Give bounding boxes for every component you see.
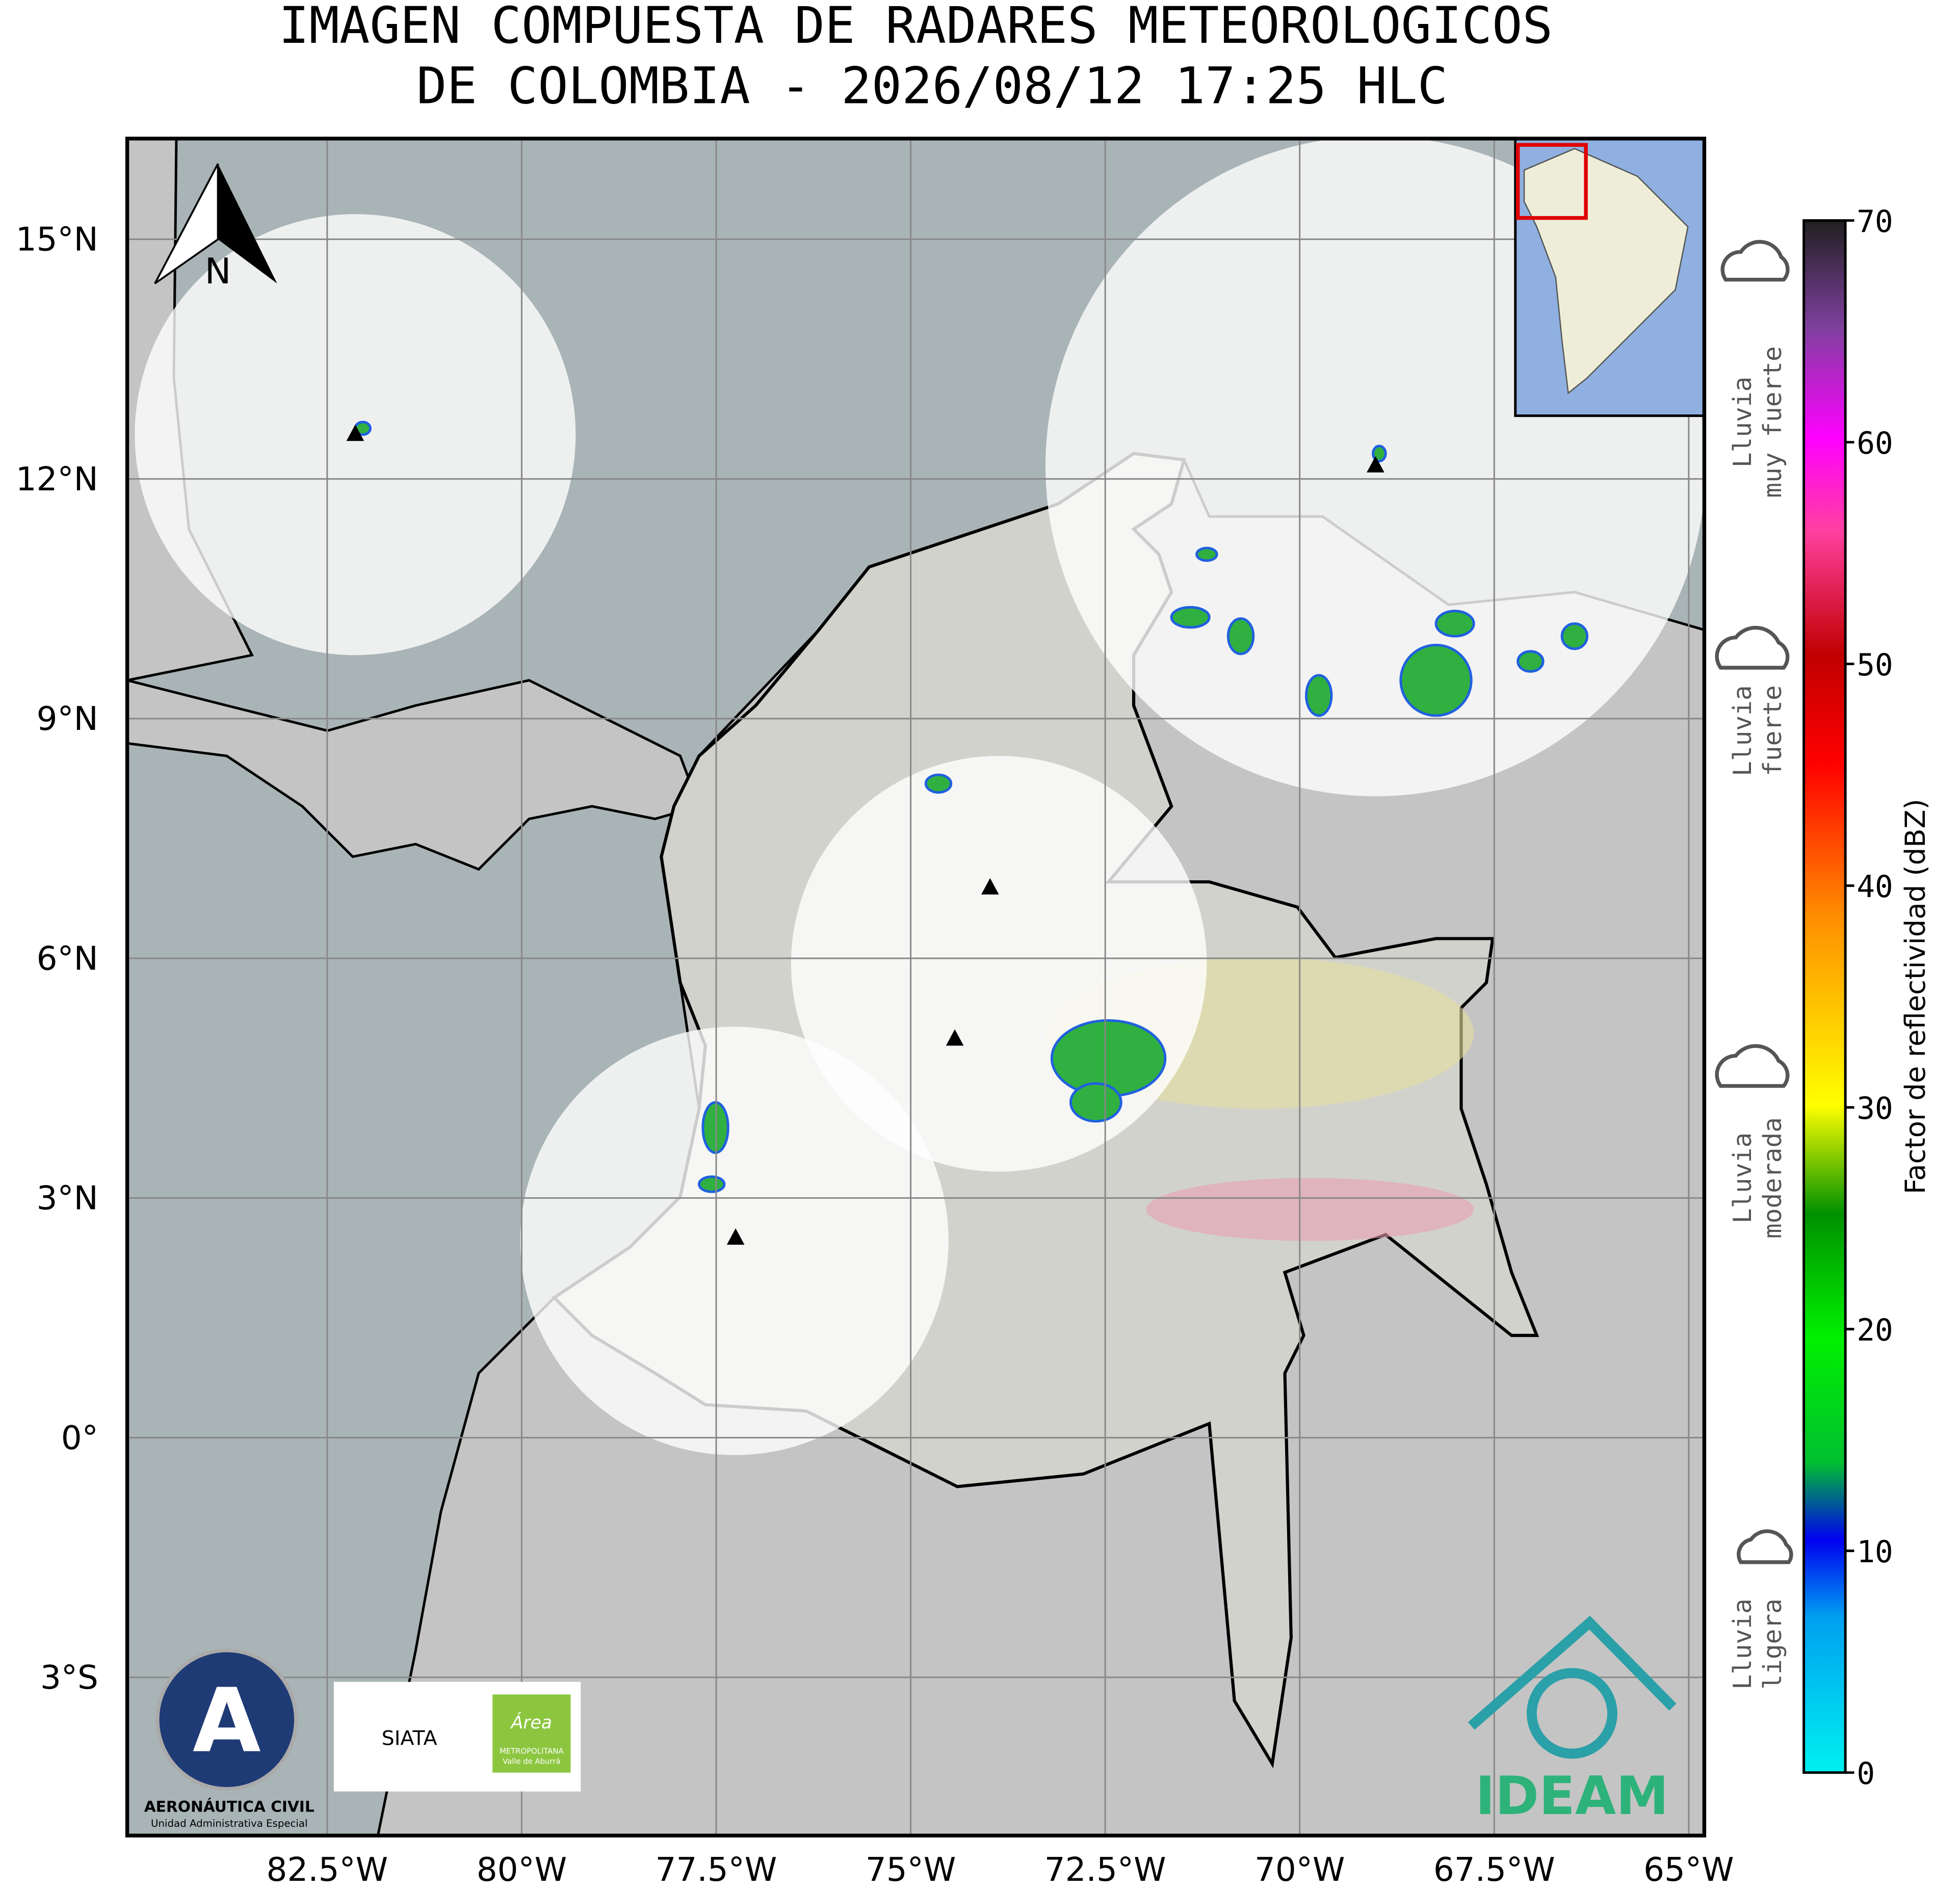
title-line-2: DE COLOMBIA - 2026/08/12 17:25 HLC — [416, 57, 1448, 116]
colorbar-tick-label: 0 — [1857, 1756, 1875, 1791]
lat-tick-label: 9°N — [37, 700, 98, 738]
radar-sites — [346, 424, 1384, 1245]
lat-tick-label: 15°N — [16, 221, 98, 259]
rain-level-label: Lluvia — [1728, 685, 1757, 776]
ideam-logo: IDEAM — [1475, 1766, 1668, 1827]
colorbar-tick-label: 50 — [1857, 647, 1893, 682]
lat-tick-label: 12°N — [16, 460, 98, 498]
precipitation — [354, 421, 1589, 1193]
inset-extent — [1515, 143, 1588, 220]
land — [127, 679, 701, 871]
colorbar — [1802, 219, 1847, 1774]
rain-level-label: fuerte — [1758, 685, 1787, 776]
rain-level-label: Lluvia — [1728, 1133, 1757, 1224]
colorbar-label: Factor de reflectividad (dBZ) — [1899, 799, 1931, 1194]
title-line-1: IMAGEN COMPUESTA DE RADARES METEOROLOGIC… — [279, 0, 1553, 55]
rain-icon — [1720, 240, 1790, 282]
lon-tick-label: 80°W — [477, 1851, 567, 1889]
rain-level-label: Lluvia — [1728, 377, 1757, 468]
north-arrow: N — [154, 163, 277, 292]
lon-tick-label: 75°W — [866, 1851, 956, 1889]
colorbar-tick-label: 70 — [1857, 204, 1893, 239]
aerocivil-mark: A — [193, 1669, 261, 1772]
ideam-roof — [1468, 1615, 1677, 1730]
rain-level-label: muy fuerte — [1758, 346, 1787, 497]
map: N A AERONÁUTICA CIVIL Unidad Administrat… — [127, 138, 1705, 1836]
lon-tick-label: 67.5°W — [1433, 1851, 1555, 1889]
lon-tick-label: 77.5°W — [656, 1851, 777, 1889]
colorbar-tick-label: 20 — [1857, 1312, 1893, 1348]
grid — [127, 138, 1705, 1836]
rain-level-label: ligera — [1758, 1598, 1787, 1690]
colorbar-tick-label: 30 — [1857, 1091, 1893, 1126]
rain-icon — [1715, 1044, 1790, 1088]
lat-tick-label: 0° — [61, 1419, 98, 1457]
lon-tick-label: 72.5°W — [1044, 1851, 1166, 1889]
region-shade — [1146, 1178, 1474, 1241]
colorbar-tick-label: 60 — [1857, 426, 1893, 461]
lat-tick-label: 3°S — [40, 1659, 98, 1697]
inset-land — [1523, 148, 1689, 395]
aerocivil-name: AERONÁUTICA CIVIL — [144, 1797, 315, 1815]
aerocivil-sub: Unidad Administrativa Especial — [151, 1818, 308, 1829]
rain-level-label: Lluvia — [1728, 1598, 1757, 1690]
siata-logo: SIATA — [382, 1726, 437, 1750]
aerocivil-logo — [155, 1648, 298, 1791]
lon-tick-label: 82.5°W — [266, 1851, 388, 1889]
ideam-swirl — [1526, 1668, 1617, 1759]
north-label: N — [205, 251, 231, 292]
lon-tick-label: 65°W — [1643, 1851, 1734, 1889]
colorbar-tick-label: 10 — [1857, 1534, 1893, 1569]
area-logo — [492, 1694, 571, 1773]
map-frame — [125, 137, 1707, 1837]
rain-icon — [1737, 1529, 1793, 1564]
colorbar-tick-label: 40 — [1857, 869, 1893, 904]
area-logo-text: Valle de Aburrá — [503, 1757, 560, 1766]
lat-tick-label: 3°N — [37, 1179, 98, 1218]
rain-level-label: moderada — [1758, 1117, 1787, 1239]
rain-icon — [1715, 625, 1790, 670]
area-logo-text: METROPOLITANA — [500, 1747, 564, 1756]
area-logo-text: Área — [510, 1712, 552, 1733]
lon-tick-label: 70°W — [1255, 1851, 1345, 1889]
lat-tick-label: 6°N — [37, 939, 98, 978]
